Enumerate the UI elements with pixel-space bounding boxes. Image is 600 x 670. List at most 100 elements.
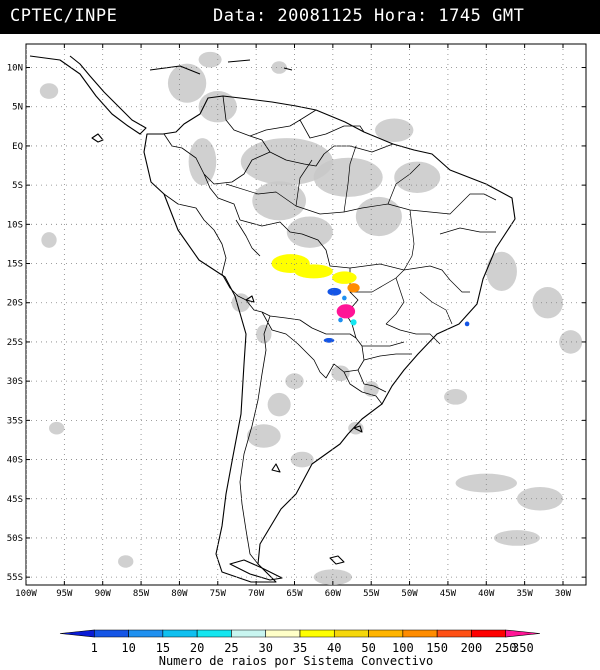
legend-swatch [368, 629, 404, 638]
lat-tick-label: 50S [7, 534, 23, 544]
legend-value-label: 25 [224, 641, 238, 655]
lon-tick-label: 40W [478, 589, 495, 599]
lightning-cluster [338, 317, 343, 323]
lightning-cluster [294, 264, 333, 279]
cloud-patch [240, 138, 333, 186]
lightning-cluster [464, 321, 470, 327]
lat-tick-label: 15S [7, 260, 23, 270]
lat-tick-label: 10N [7, 64, 23, 74]
legend-value-label: 30 [258, 641, 272, 655]
cloud-patch [286, 216, 333, 248]
lon-tick-label: 90W [95, 589, 112, 599]
cloud-patch [559, 330, 583, 354]
lightning-layer [271, 254, 470, 343]
cloud-patch [246, 424, 281, 448]
cloud-cover-layer [39, 51, 583, 585]
lakes [245, 295, 363, 473]
south-america-coastline [143, 95, 516, 583]
legend-value-label: 1 [91, 641, 98, 655]
legend-swatch [59, 629, 95, 638]
cloud-patch [285, 373, 304, 389]
tierra-del-fuego [229, 559, 283, 581]
cloud-patch [394, 161, 441, 193]
legend-value-label: 150 [426, 641, 448, 655]
cloud-patch [41, 232, 57, 248]
map-frame [25, 43, 587, 586]
lightning-cluster [327, 287, 342, 296]
lon-tick-label: 45W [440, 589, 457, 599]
legend-value-label: 350 [512, 641, 534, 655]
cloud-patch [486, 251, 517, 291]
cloud-patch [252, 181, 306, 221]
cloud-patch [532, 287, 563, 319]
lightning-cluster [350, 319, 357, 326]
legend-swatch [231, 629, 267, 638]
brazil-state-borders [225, 145, 497, 361]
cloud-patch [455, 473, 517, 493]
central-america-coastline [29, 55, 147, 135]
cloud-patch [331, 365, 350, 382]
cloud-patch [290, 451, 314, 468]
continent-outline [29, 55, 516, 583]
cloud-patch [49, 421, 65, 435]
legend-value-label: 250 [495, 641, 517, 655]
legend-caption: Numero de raios por Sistema Convectivo [159, 654, 434, 668]
cloud-patch [444, 388, 468, 405]
lat-tick-label: 10S [7, 220, 23, 230]
legend-value-label: 20 [190, 641, 204, 655]
legend-swatch [128, 629, 164, 638]
legend-value-label: 35 [293, 641, 307, 655]
falkland-islands [329, 555, 345, 565]
legend-swatch [402, 629, 438, 638]
lightning-cluster [347, 283, 360, 293]
lightning-cluster [323, 338, 335, 343]
legend-value-label: 200 [461, 641, 483, 655]
legend-swatch [471, 629, 507, 638]
cloud-patch [167, 63, 207, 103]
lat-tick-label: 40S [7, 456, 23, 466]
lon-tick-label: 85W [133, 589, 150, 599]
lightning-map: 10N 5N EQ 5S 10S 15S 20S 25S 30S 35S 40S 45S 50S 55S 1… [7, 43, 587, 599]
legend-value-label: 10 [121, 641, 135, 655]
lon-tick-label: 50W [401, 589, 418, 599]
lat-tick-label: 55S [7, 573, 23, 583]
cloud-patch [198, 51, 222, 68]
lat-tick-label: EQ [12, 142, 23, 152]
lat-tick-label: 35S [7, 416, 23, 426]
lon-tick-label: 70W [248, 589, 265, 599]
cloud-patch [198, 91, 237, 123]
cloud-patch [355, 196, 402, 237]
lat-tick-label: 5S [12, 181, 23, 191]
cloud-patch [267, 392, 291, 417]
legend-value-label: 40 [327, 641, 341, 655]
header-bar: CPTEC/INPE Data: 20081125 Hora: 1745 GMT [0, 0, 600, 34]
cloud-patch [313, 157, 383, 197]
lon-tick-label: 30W [555, 589, 572, 599]
caribbean-islands [149, 59, 293, 75]
cloud-patch [39, 83, 59, 99]
graticule [26, 44, 586, 585]
axis-layer: 10N 5N EQ 5S 10S 15S 20S 25S 30S 35S 40S 45S 50S 55S 1… [7, 44, 586, 599]
legend-swatch [162, 629, 198, 638]
lat-tick-label: 30S [7, 377, 23, 387]
lat-tick-label: 45S [7, 495, 23, 505]
legend-swatch [299, 629, 335, 638]
datetime-label: Data: 20081125 Hora: 1745 GMT [213, 6, 525, 26]
lon-tick-label: 75W [210, 589, 227, 599]
legend-swatch [93, 629, 129, 638]
legend-value-label: 100 [392, 641, 414, 655]
cloud-patch [516, 486, 563, 511]
lat-tick-label: 20S [7, 299, 23, 309]
lat-tick-label: 25S [7, 338, 23, 348]
cloud-patch [271, 61, 287, 74]
lon-tick-label: 35W [516, 589, 533, 599]
legend-swatch [436, 629, 472, 638]
legend-value-label: 15 [156, 641, 170, 655]
lon-tick-label: 55W [363, 589, 380, 599]
source-label: CPTEC/INPE [10, 6, 118, 26]
lon-tick-label: 100W [15, 589, 37, 599]
cloud-patch [188, 138, 217, 186]
legend-value-label: 50 [361, 641, 375, 655]
lon-tick-label: 65W [286, 589, 303, 599]
